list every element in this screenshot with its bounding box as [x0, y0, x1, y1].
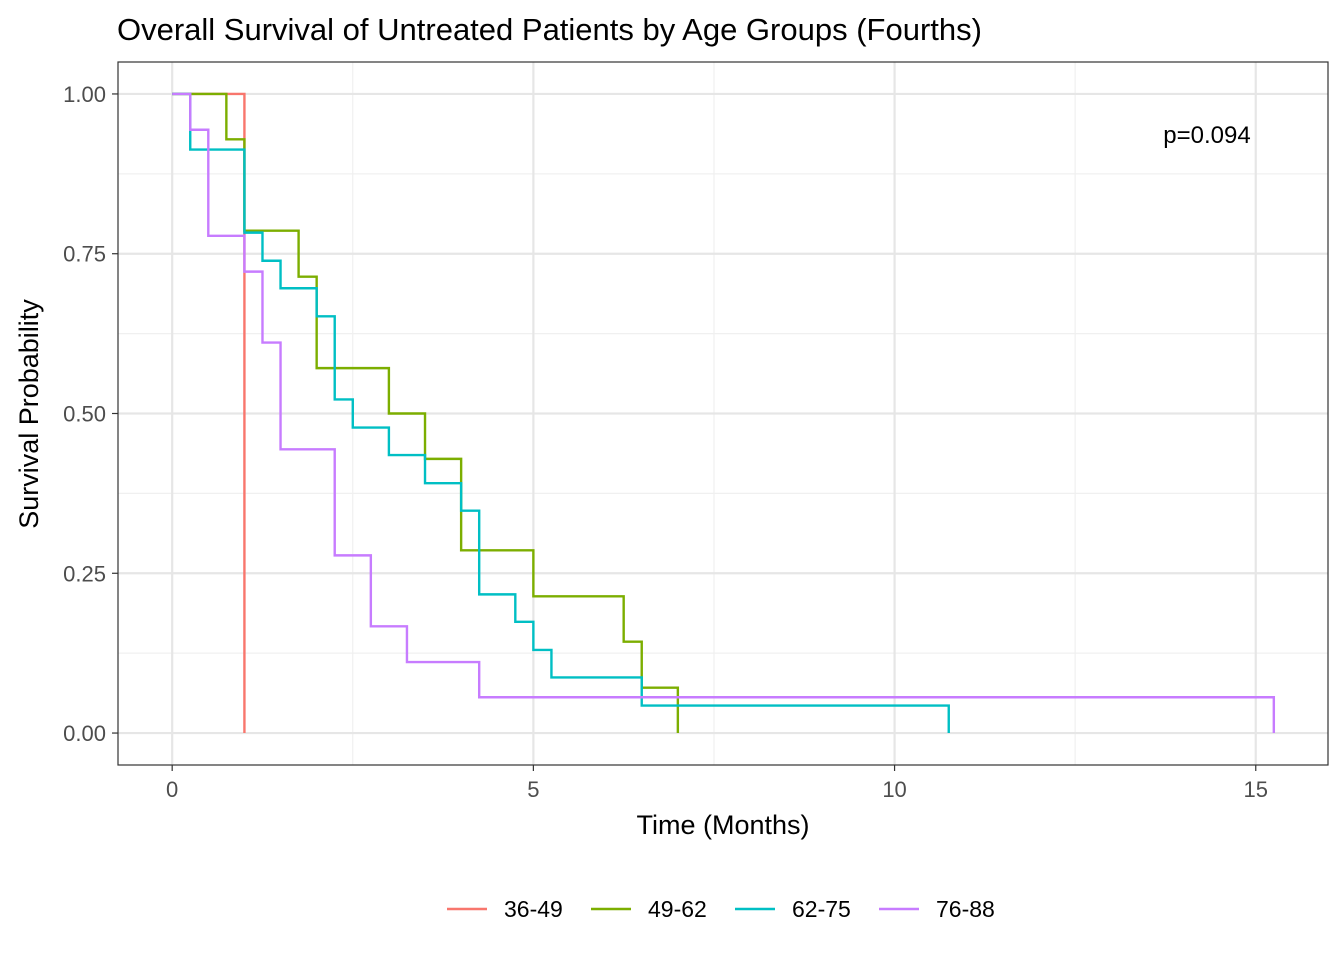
y-axis-ticks: 0.00 0.25 0.50 0.75 1.00: [63, 82, 118, 746]
p-value-annotation: p=0.094: [1163, 122, 1250, 149]
series-line-62-75: [172, 92, 950, 734]
legend-label: 62-75: [792, 896, 851, 922]
series-line-76-88: [172, 92, 1276, 734]
gridlines: [118, 62, 1328, 765]
y-tick-label: 0.25: [63, 561, 106, 586]
chart-title: Overall Survival of Untreated Patients b…: [117, 12, 982, 47]
legend: 36-49 49-62 62-75 76-88: [447, 896, 995, 922]
y-tick-label: 0.00: [63, 721, 106, 746]
series-lines: [172, 92, 1276, 734]
x-tick-label: 0: [166, 777, 178, 802]
y-tick-label: 0.50: [63, 402, 106, 427]
y-tick-label: 0.75: [63, 242, 106, 267]
y-axis-title: Survival Probability: [14, 299, 44, 529]
x-axis-ticks: 0 5 10 15: [166, 765, 1268, 802]
x-tick-label: 10: [882, 777, 906, 802]
x-axis-title: Time (Months): [636, 810, 809, 840]
x-tick-label: 15: [1244, 777, 1268, 802]
x-tick-label: 5: [527, 777, 539, 802]
legend-label: 76-88: [936, 896, 995, 922]
legend-label: 49-62: [648, 896, 707, 922]
legend-label: 36-49: [504, 896, 563, 922]
y-tick-label: 1.00: [63, 82, 106, 107]
